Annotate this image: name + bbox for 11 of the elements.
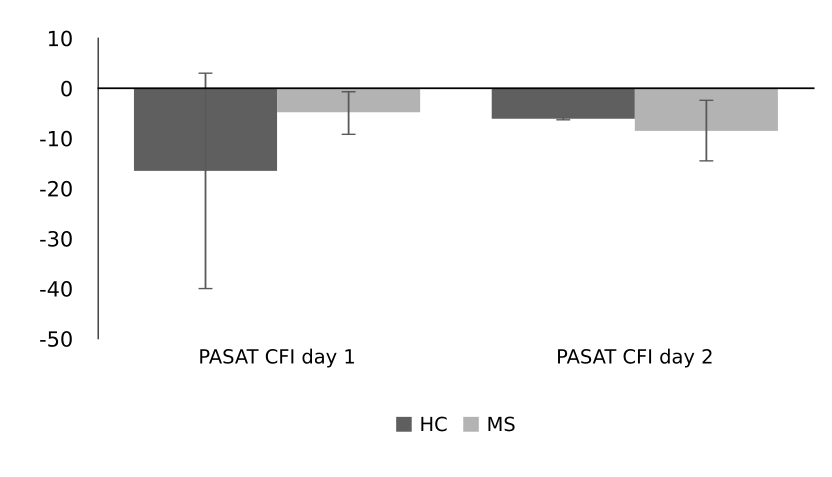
- y-tick-label: -20: [40, 180, 72, 197]
- legend-label: HC: [421, 416, 447, 432]
- y-tick-label: -40: [40, 281, 72, 297]
- x-tick-label: PASAT CFI day 2: [558, 348, 712, 368]
- y-tick-label: -50: [40, 331, 72, 347]
- y-tick-label: -30: [40, 230, 72, 247]
- x-tick-label: PASAT CFI day 1: [200, 348, 354, 368]
- y-tick-label: -10: [40, 130, 72, 147]
- legend-label: MS: [488, 416, 515, 432]
- y-tick-label: 10: [48, 30, 72, 46]
- y-tick-label: 0: [61, 80, 72, 96]
